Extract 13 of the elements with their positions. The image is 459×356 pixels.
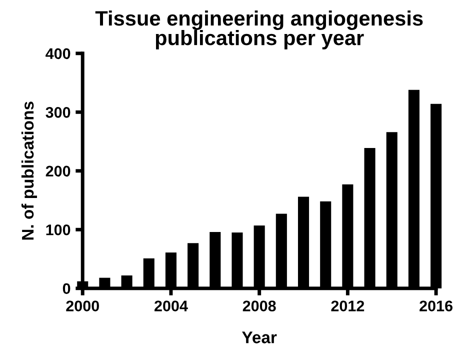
y-tick-label: 400: [46, 48, 70, 60]
y-tick-label: 100: [46, 224, 70, 236]
y-tick-label: 0: [62, 283, 70, 294]
chart-title: Tissue engineering angiogenesis publications per year: [95, 10, 423, 50]
x-tick-label: 2016: [420, 300, 452, 312]
y-tick-label: 200: [46, 166, 70, 177]
y-axis-title: N. of publications: [21, 102, 37, 240]
x-axis-title: Year: [242, 332, 277, 344]
x-tick-label: 2000: [66, 300, 99, 312]
y-tick-label: 300: [46, 107, 70, 118]
x-tick-label: 2012: [331, 300, 364, 312]
x-tick-label: 2008: [242, 300, 276, 312]
x-tick-label: 2004: [154, 300, 188, 312]
